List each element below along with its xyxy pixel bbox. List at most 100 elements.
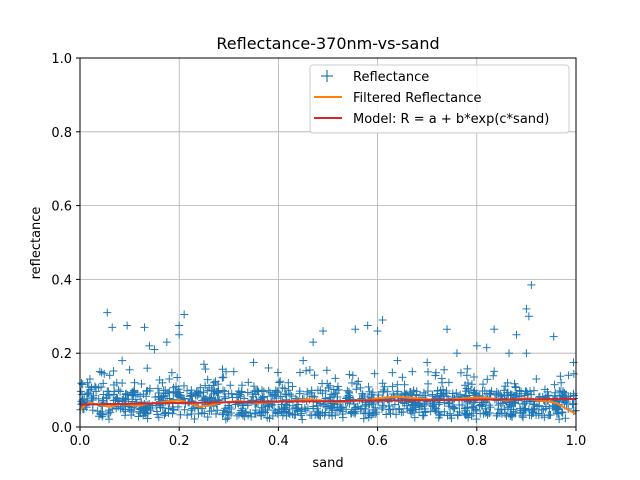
scatter-point (141, 409, 150, 418)
scatter-point (97, 383, 106, 392)
scatter-point (105, 371, 114, 380)
scatter-point (222, 367, 231, 376)
scatter-point (512, 330, 521, 339)
scatter-point (494, 401, 503, 410)
scatter-point (424, 367, 433, 376)
scatter-point (558, 408, 567, 417)
scatter-point (226, 381, 235, 390)
scatter-point (378, 401, 387, 410)
scatter-point (331, 411, 340, 420)
y-tick-label: 0.6 (51, 200, 72, 215)
scatter-point (354, 377, 363, 386)
scatter-point (344, 387, 353, 396)
scatter-point (437, 374, 446, 383)
scatter-point (249, 358, 258, 367)
scatter-point (382, 410, 391, 419)
scatter-point (444, 378, 453, 387)
scatter-point (165, 375, 174, 384)
y-tick-label: 0.0 (51, 421, 72, 436)
scatter-point (545, 404, 554, 413)
scatter-point (282, 390, 291, 399)
scatter-point (351, 325, 360, 334)
scatter-point (379, 387, 388, 396)
scatter-point (356, 383, 365, 392)
scatter-point (288, 410, 297, 419)
scatter-point (462, 387, 471, 396)
scatter-point (496, 390, 505, 399)
scatter-point (281, 389, 290, 398)
scatter-point (392, 410, 401, 419)
scatter-point (430, 406, 439, 415)
scatter-point (96, 410, 105, 419)
scatter-point (284, 378, 293, 387)
scatter-point (288, 382, 297, 391)
scatter-point (273, 368, 282, 377)
scatter-point (522, 349, 531, 358)
scatter-point (143, 364, 152, 373)
scatter-point (219, 373, 228, 382)
scatter-point (185, 392, 194, 401)
scatter-point (292, 404, 301, 413)
scatter-point (522, 304, 531, 313)
model-line (79, 398, 577, 406)
scatter-point (139, 408, 148, 417)
scatter-point (408, 367, 417, 376)
scatter-point (374, 397, 383, 406)
scatter-point (296, 409, 305, 418)
scatter-point (112, 378, 121, 387)
scatter-point (310, 371, 319, 380)
scatter-point (121, 395, 130, 404)
scatter-point (140, 323, 149, 332)
scatter-point (420, 400, 429, 409)
scatter-point (266, 388, 275, 397)
scatter-point (196, 383, 205, 392)
scatter-point (449, 404, 458, 413)
scatter-point (384, 405, 393, 414)
scatter-point (463, 364, 472, 373)
scatter-point (134, 412, 143, 421)
scatter-point (142, 387, 151, 396)
scatter-point (415, 401, 424, 410)
scatter-point (364, 382, 373, 391)
scatter-point (409, 387, 418, 396)
scatter-point (364, 409, 373, 418)
scatter-point (168, 409, 177, 418)
scatter-point (568, 399, 577, 408)
scatter-point (398, 373, 407, 382)
scatter-point (95, 367, 104, 376)
scatter-point (393, 380, 402, 389)
scatter-point (542, 402, 551, 411)
scatter-point (313, 386, 322, 395)
scatter-point (481, 404, 490, 413)
scatter-point (373, 327, 382, 336)
scatter-point (460, 409, 469, 418)
scatter-point (506, 411, 515, 420)
scatter-point (258, 393, 267, 402)
scatter-point (524, 405, 533, 414)
scatter-point (176, 391, 185, 400)
scatter-point (361, 404, 370, 413)
scatter-point (298, 415, 307, 424)
scatter-point (280, 405, 289, 414)
scatter-point (279, 404, 288, 413)
scatter-point (213, 406, 222, 415)
legend-box (309, 64, 570, 134)
scatter-point (351, 407, 360, 416)
scatter-point (99, 390, 108, 399)
scatter-point (417, 402, 426, 411)
scatter-point (537, 405, 546, 414)
scatter-point (313, 407, 322, 416)
scatter-point (103, 308, 112, 317)
scatter-point (440, 365, 449, 374)
scatter-point (183, 386, 192, 395)
scatter-point (443, 325, 452, 334)
scatter-point (229, 367, 238, 376)
chart-title: Reflectance-370nm-vs-sand (216, 34, 439, 53)
scatter-point (221, 415, 230, 424)
scatter-point (303, 390, 312, 399)
scatter-point (257, 407, 266, 416)
scatter-point (203, 375, 212, 384)
scatter-point (348, 371, 357, 380)
scatter-point (263, 413, 272, 422)
scatter-point (326, 381, 335, 390)
